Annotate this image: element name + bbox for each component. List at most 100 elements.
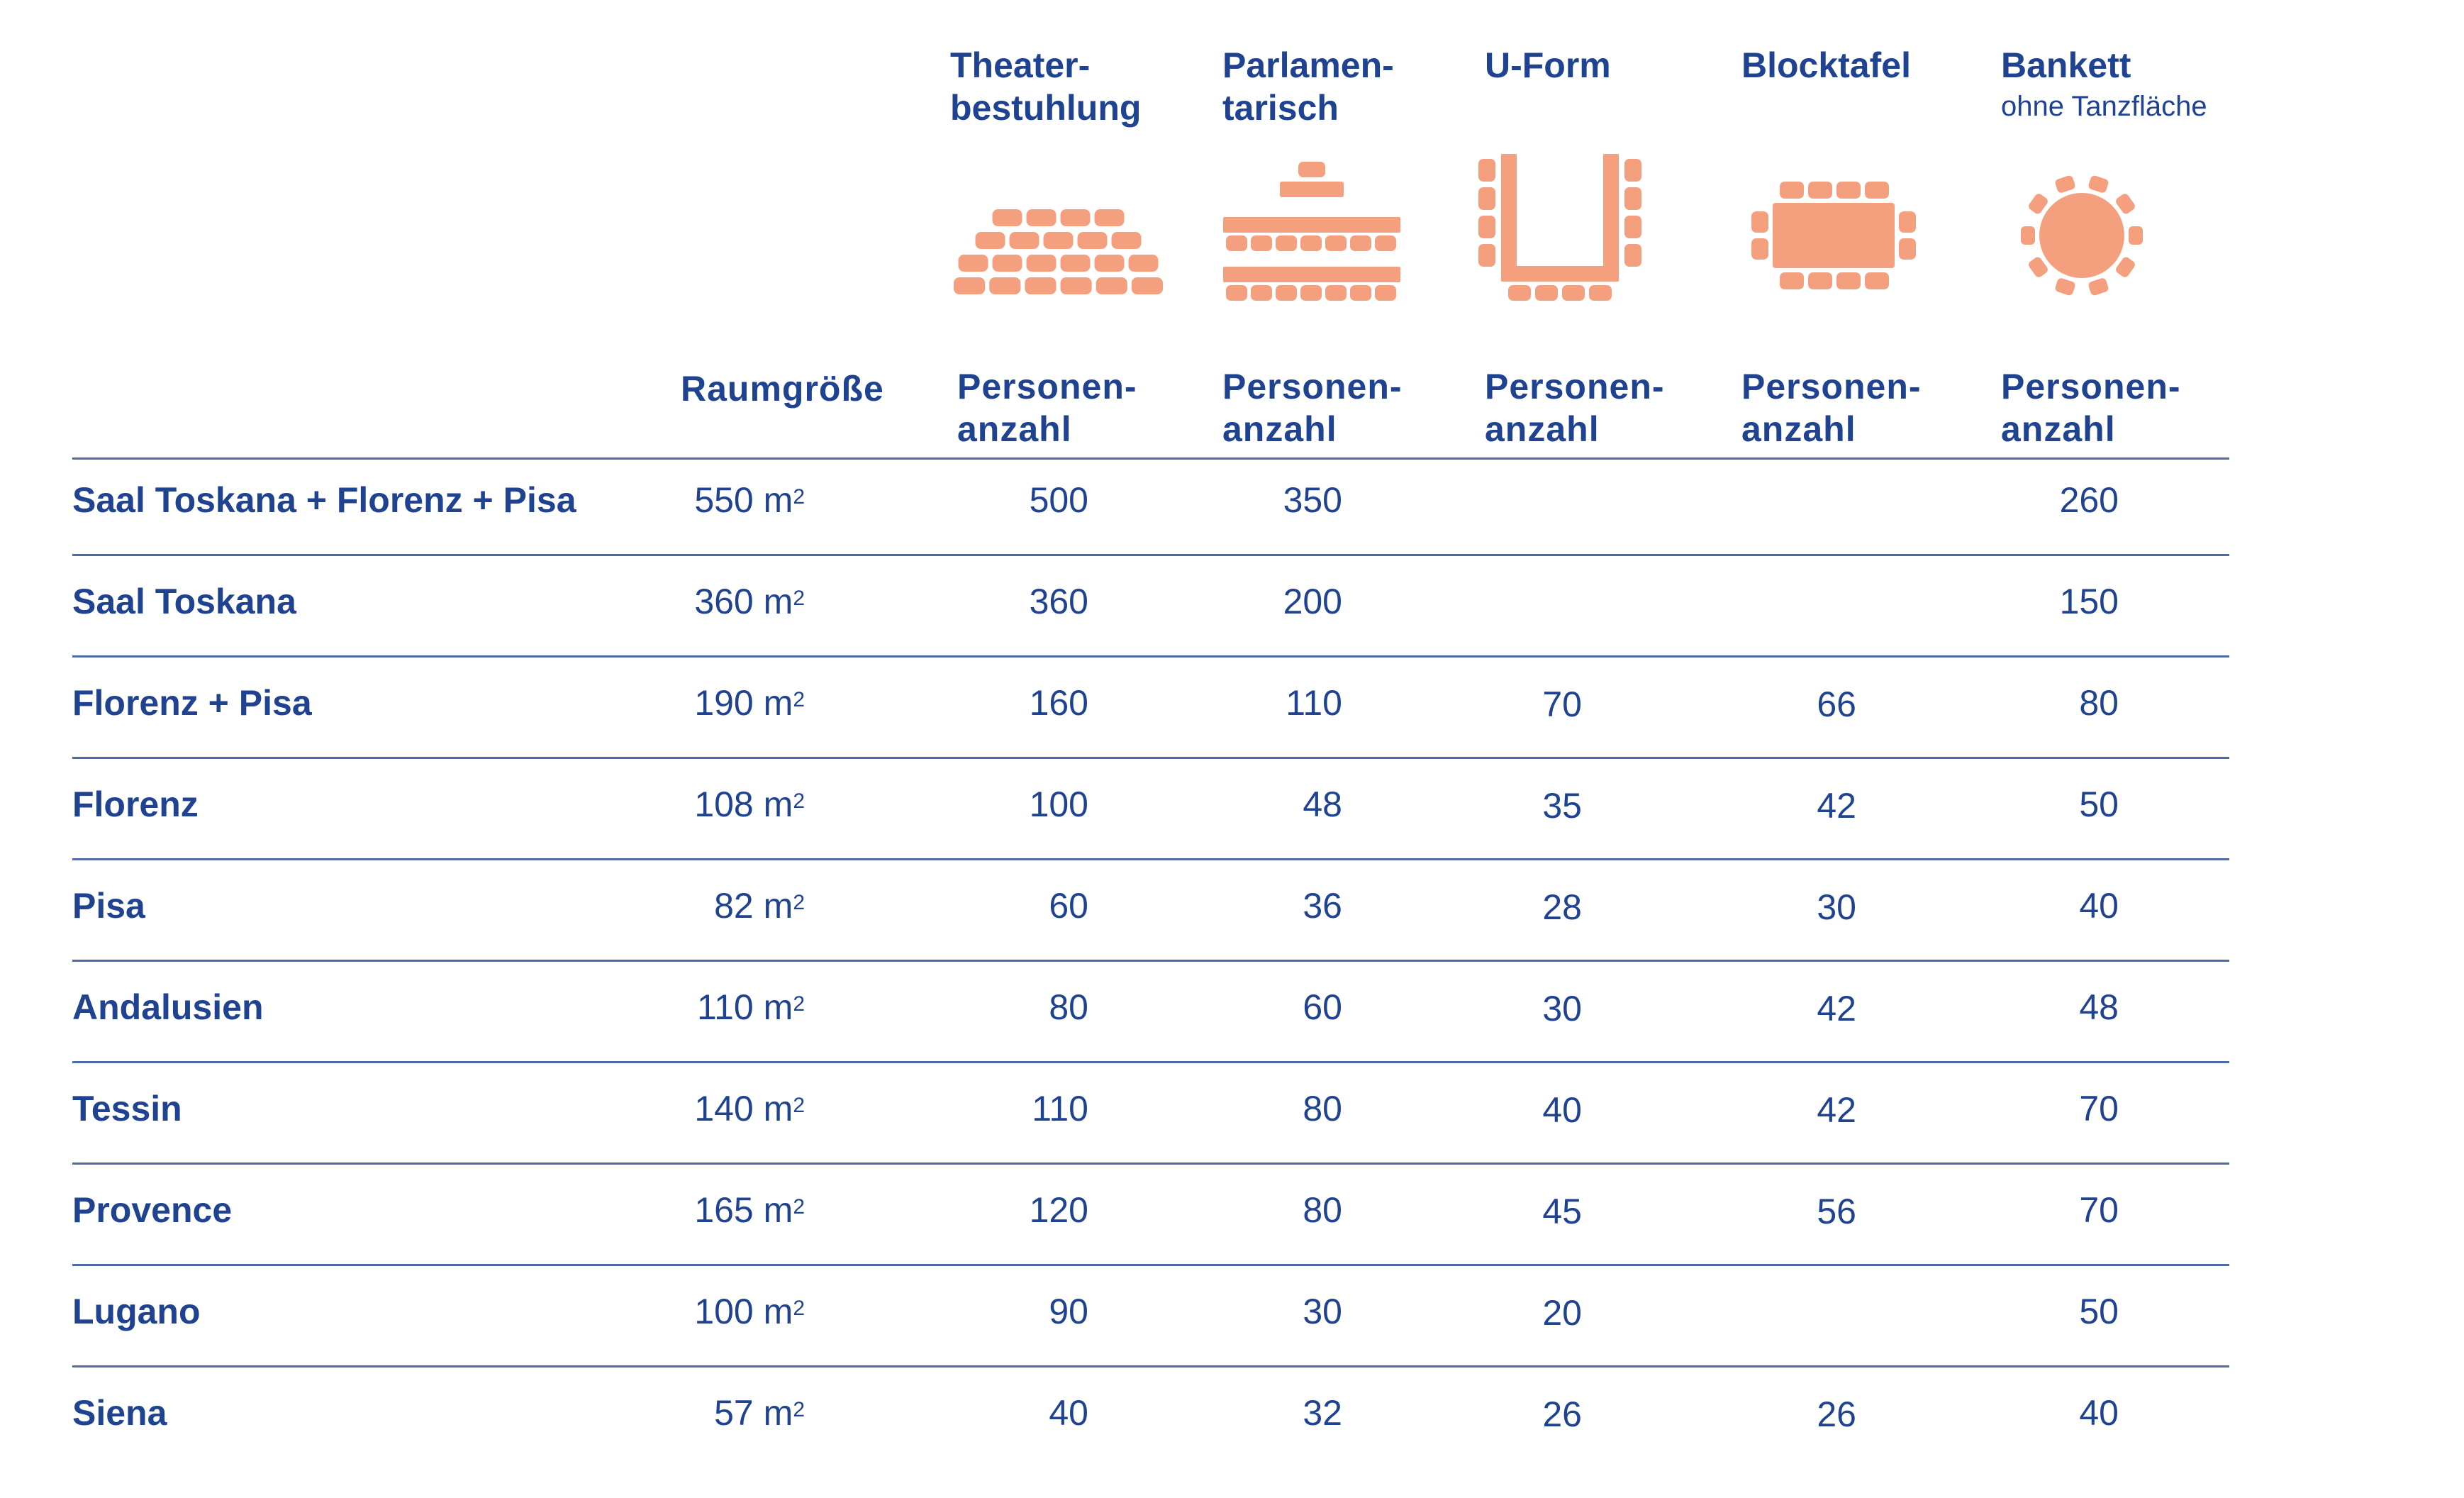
room-size-unit-exponent: 2: [793, 485, 805, 509]
count-block-table: 30: [1817, 887, 1856, 927]
room-size: 110 m2: [697, 986, 805, 1028]
count-theater: 60: [1049, 886, 1088, 926]
count-block-table: 42: [1817, 786, 1856, 826]
layout-title-u-shape: U-Form: [1485, 45, 1611, 85]
u-shape-seating-icon: [1478, 154, 1641, 301]
room-size-unit: m: [763, 1190, 793, 1230]
table-row: Tessin 140 m2 110 80 40 42 70: [0, 1087, 2464, 1189]
count-banquet: 70: [2079, 1190, 2119, 1230]
table-row: Pisa 82 m2 60 36 28 30 40: [0, 884, 2464, 986]
theater-seating-icon: [954, 209, 1163, 294]
row-divider: [72, 960, 2229, 962]
room-size-unit-exponent: 2: [793, 1398, 805, 1421]
count-banquet: 150: [2059, 582, 2119, 621]
room-size-value: 82: [714, 886, 754, 926]
count-banquet: 70: [2079, 1089, 2119, 1128]
count-theater: 90: [1049, 1292, 1088, 1331]
room-size-value: 110: [697, 987, 754, 1027]
room-size-unit-exponent: 2: [793, 992, 805, 1016]
count-banquet: 40: [2079, 1393, 2119, 1433]
count-theater: 360: [1029, 582, 1088, 621]
row-divider: [72, 655, 2229, 658]
parliamentary-seating-icon: [1223, 162, 1400, 301]
count-u-shape: 30: [1542, 989, 1582, 1028]
count-banquet: 50: [2079, 784, 2119, 824]
room-name: Siena: [72, 1393, 167, 1433]
room-name: Florenz: [72, 784, 199, 824]
count-parliamentary: 80: [1303, 1190, 1342, 1230]
count-u-shape: 26: [1542, 1394, 1582, 1434]
count-theater: 80: [1049, 987, 1088, 1027]
row-divider: [72, 1365, 2229, 1367]
count-label-theater: Personen- anzahl: [957, 367, 1137, 449]
room-size-unit: m: [763, 1292, 793, 1331]
room-size-unit: m: [763, 784, 793, 824]
room-size: 82 m2: [714, 884, 805, 927]
room-size: 140 m2: [694, 1087, 805, 1130]
count-u-shape: 20: [1542, 1293, 1582, 1333]
count-banquet: 48: [2079, 987, 2119, 1027]
count-parliamentary: 48: [1303, 784, 1342, 824]
count-theater: 120: [1029, 1190, 1088, 1230]
room-size: 190 m2: [694, 682, 805, 724]
count-banquet: 80: [2079, 683, 2119, 723]
room-size-value: 140: [694, 1089, 754, 1128]
room-name: Provence: [72, 1190, 233, 1230]
banquet-table-icon: [2021, 175, 2143, 296]
room-size-value: 190: [694, 683, 754, 723]
table-row: Provence 165 m2 120 80 45 56 70: [0, 1189, 2464, 1290]
layout-title-theater: Theater- bestuhlung: [950, 45, 1142, 128]
count-block-table: 66: [1817, 684, 1856, 724]
room-name: Lugano: [72, 1292, 201, 1331]
count-parliamentary: 60: [1303, 987, 1342, 1027]
room-name: Florenz + Pisa: [72, 683, 312, 723]
room-size: 57 m2: [714, 1392, 805, 1434]
room-size-value: 550: [694, 480, 754, 520]
count-parliamentary: 30: [1303, 1292, 1342, 1331]
count-theater: 160: [1029, 683, 1088, 723]
count-label-banquet: Personen- anzahl: [2001, 367, 2181, 449]
room-name: Saal Toskana: [72, 582, 296, 621]
table-row: Florenz 108 m2 100 48 35 42 50: [0, 783, 2464, 884]
room-size-unit: m: [763, 582, 793, 621]
row-divider: [72, 1264, 2229, 1266]
room-size-value: 165: [694, 1190, 754, 1230]
row-divider: [72, 757, 2229, 759]
count-u-shape: 70: [1542, 684, 1582, 724]
layout-title-banquet: Bankett: [2001, 45, 2131, 85]
count-theater: 110: [1032, 1089, 1088, 1128]
count-u-shape: 40: [1542, 1090, 1582, 1130]
room-name: Tessin: [72, 1089, 182, 1128]
count-u-shape: 35: [1542, 786, 1582, 826]
room-size-unit-exponent: 2: [793, 1297, 805, 1320]
layout-title-parliamentary: Parlamen- tarisch: [1222, 45, 1394, 128]
count-u-shape: 28: [1542, 887, 1582, 927]
table-row: Florenz + Pisa 190 m2 160 110 70 66 80: [0, 682, 2464, 783]
layout-subtitle-banquet: ohne Tanzfläche: [2001, 91, 2207, 122]
count-block-table: 56: [1817, 1192, 1856, 1231]
room-size-value: 108: [694, 784, 754, 824]
room-size-value: 360: [694, 582, 754, 621]
room-size: 100 m2: [694, 1290, 805, 1333]
count-label-parliamentary: Personen- anzahl: [1222, 367, 1403, 449]
room-size-unit: m: [763, 1089, 793, 1128]
room-size: 165 m2: [694, 1189, 805, 1231]
room-name: Andalusien: [72, 987, 264, 1027]
table-row: Lugano 100 m2 90 30 20 50: [0, 1290, 2464, 1392]
room-size-unit-exponent: 2: [793, 1094, 805, 1117]
count-parliamentary: 200: [1283, 582, 1342, 621]
row-divider: [72, 858, 2229, 860]
room-size-unit-exponent: 2: [793, 688, 805, 711]
room-size-unit-exponent: 2: [793, 1195, 805, 1219]
room-size-unit-exponent: 2: [793, 789, 805, 813]
header-divider: [72, 457, 2229, 460]
room-size-unit-exponent: 2: [793, 587, 805, 610]
size-header: Raumgröße: [681, 369, 884, 409]
count-parliamentary: 32: [1303, 1393, 1342, 1433]
room-size: 108 m2: [694, 783, 805, 826]
count-theater: 40: [1049, 1393, 1088, 1433]
count-u-shape: 45: [1542, 1192, 1582, 1231]
room-size-value: 100: [694, 1292, 754, 1331]
table-row: Saal Toskana 360 m2 360 200 150: [0, 580, 2464, 682]
